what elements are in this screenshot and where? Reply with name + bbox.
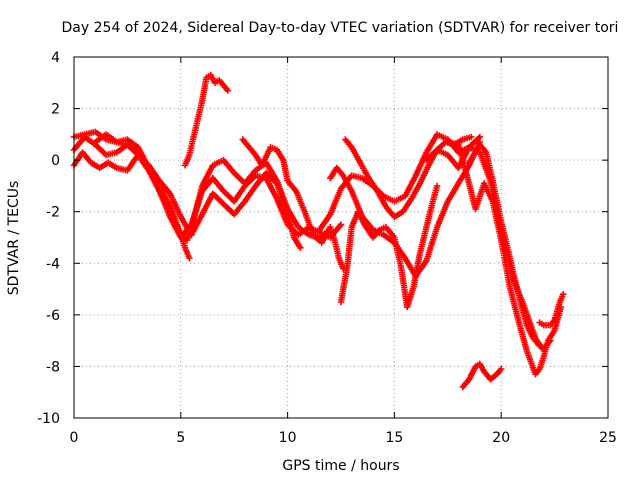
- data-point-marker: [224, 87, 231, 94]
- x-tick-label: 10: [279, 430, 297, 446]
- data-point-marker: [297, 244, 304, 252]
- axis-ticks: 0 5 10 15 20 25 -10 -8 -6 -4 -2 0 2 4: [37, 50, 617, 446]
- data-point-marker: [186, 254, 193, 262]
- series-track-f: [239, 136, 347, 272]
- data-point-marker: [468, 133, 475, 141]
- series-track-e: [181, 71, 231, 169]
- plot-frame: [73, 56, 609, 419]
- y-tick-label: -10: [37, 411, 60, 427]
- y-tick-label: -6: [46, 308, 60, 324]
- series-track-c: [70, 149, 304, 252]
- y-tick-label: -2: [46, 205, 60, 221]
- data-point-marker: [559, 291, 567, 298]
- data-point-marker: [337, 221, 345, 228]
- x-tick-label: 20: [492, 430, 510, 446]
- x-tick-label: 5: [176, 430, 185, 446]
- y-tick-label: -4: [46, 256, 60, 272]
- chart-title: Day 254 of 2024, Sidereal Day-to-day VTE…: [62, 20, 619, 36]
- x-axis-label: GPS time / hours: [282, 458, 399, 474]
- series-track-i: [337, 182, 441, 311]
- data-point-marker: [547, 337, 554, 344]
- data-layer: [70, 71, 567, 391]
- series-track-d: [92, 131, 193, 262]
- series-track-m: [466, 141, 554, 352]
- data-point-marker: [433, 182, 441, 190]
- y-axis-label: SDTVAR / TECUs: [6, 181, 22, 296]
- series-track-o: [536, 291, 567, 329]
- x-tick-label: 0: [70, 430, 79, 446]
- gridlines: [74, 57, 608, 418]
- y-tick-label: 2: [51, 102, 60, 118]
- y-tick-label: -8: [46, 359, 60, 375]
- series-track-b: [70, 133, 345, 241]
- x-tick-label: 25: [599, 430, 617, 446]
- y-tick-label: 4: [51, 50, 60, 66]
- y-tick-label: 0: [51, 153, 60, 169]
- x-tick-label: 15: [385, 430, 403, 446]
- data-point-marker: [498, 365, 505, 373]
- series-track-n: [459, 360, 505, 391]
